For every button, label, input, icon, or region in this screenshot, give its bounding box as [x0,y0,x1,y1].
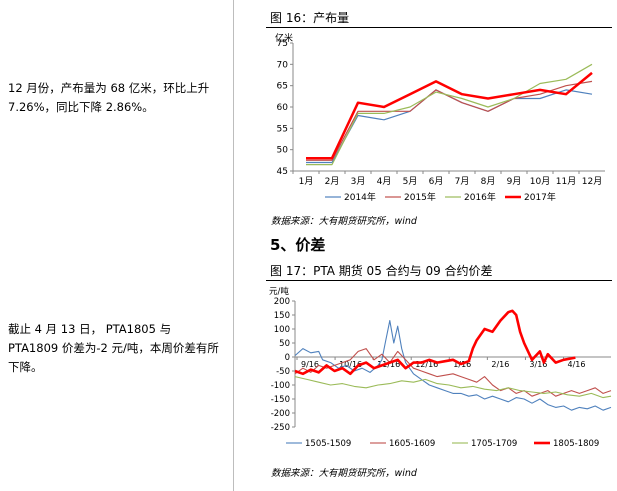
legend-label: 2017年 [524,191,556,203]
x-tick-label: 8月 [481,176,496,187]
y-axis-label: 亿米 [275,32,293,44]
figure-16-rule [266,27,612,28]
series-line-2014年 [306,89,593,164]
legend-label: 2015年 [404,191,436,203]
paragraph-production-text: 12 月份，产布量为 68 亿米，环比上升 7.26%，同比下降 2.86%。 [8,81,210,114]
series-line-2016年 [306,63,593,166]
chart-pta-spread: 元/吨 -250 -200 -150 -100 -50 0 50 100 150 200 9/16 10… [269,286,612,449]
x-tick-label: 6月 [429,176,444,187]
y-axis-label: 元/吨 [269,286,289,297]
y-tick-label: 55 [277,124,288,134]
y-tick-label: -100 [271,381,290,391]
y-tick-label: 75 [277,39,288,49]
series-line-1805-1809 [294,309,576,376]
x-tick-label: 5月 [403,176,418,187]
y-tick-label: 200 [274,297,290,307]
series-line-2017年 [306,71,593,160]
x-tick-label: 10/16 [339,360,362,369]
y-tick-label: 0 [285,353,290,363]
series-line-1605-1609 [294,348,612,397]
x-tick-label: 9月 [507,176,522,187]
series-line-1505-1509 [294,320,612,411]
x-tick-label: 1月 [299,176,314,187]
legend-label: 1805-1809 [553,439,599,449]
paragraph-spread-text: 截止 4 月 13 日， PTA1805 与 PTA1809 价差为-2 元/吨… [8,322,219,374]
x-tick-label: 3月 [351,176,366,187]
x-tick-label: 7月 [455,176,470,187]
figure-17-source: 数据来源：大有期货研究所，wind [271,468,417,479]
y-tick-label: 60 [277,103,289,113]
y-tick-label: -250 [271,423,290,433]
x-tick-label: 4/16 [568,360,586,369]
legend-label: 2014年 [344,191,376,203]
column-divider [233,0,234,491]
legend-label: 1705-1709 [471,439,517,449]
chart-fabric-output: 亿米 45 50 55 60 65 70 75 1月 2月 3月 4月 5月 6月 7月 8月 9月 10月 11月… [275,32,605,203]
figure-17-rule [266,280,612,281]
x-tick-label: 10月 [530,176,550,187]
paragraph-production: 12 月份，产布量为 68 亿米，环比上升 7.26%，同比下降 2.86%。 [8,79,224,117]
y-tick-label: 45 [277,167,288,177]
y-tick-label: -150 [271,395,290,405]
y-tick-label: 70 [277,60,289,70]
x-tick-label: 2/16 [491,360,509,369]
figure-16-source: 数据来源：大有期货研究所，wind [271,216,417,227]
x-tick-label: 11/16 [377,360,400,369]
legend-label: 2016年 [464,191,496,203]
legend-label: 1505-1509 [305,439,351,449]
x-tick-label: 4月 [377,176,392,187]
legend-label: 1605-1609 [389,439,435,449]
series-line-2015年 [306,80,593,161]
y-tick-label: -200 [271,409,290,419]
paragraph-spread: 截止 4 月 13 日， PTA1805 与 PTA1809 价差为-2 元/吨… [8,320,224,377]
y-tick-label: 100 [274,325,290,335]
y-tick-label: 50 [279,339,290,349]
figure-17-title: 图 17：PTA 期货 05 合约与 09 合约价差 [270,264,493,278]
x-tick-label: 9/16 [301,360,319,369]
y-tick-label: -50 [276,367,290,377]
x-tick-label: 2月 [325,176,340,187]
y-tick-label: 150 [274,311,290,321]
y-tick-label: 50 [277,146,289,156]
y-tick-label: 65 [277,82,288,92]
x-tick-label: 11月 [556,176,576,187]
section-title: 5、价差 [270,236,326,254]
series-line-1705-1709 [294,376,612,399]
x-tick-label: 12/16 [415,360,438,369]
figure-16-title: 图 16：产布量 [270,11,350,25]
x-tick-label: 12月 [582,176,602,187]
x-tick-label: 3/16 [529,360,547,369]
